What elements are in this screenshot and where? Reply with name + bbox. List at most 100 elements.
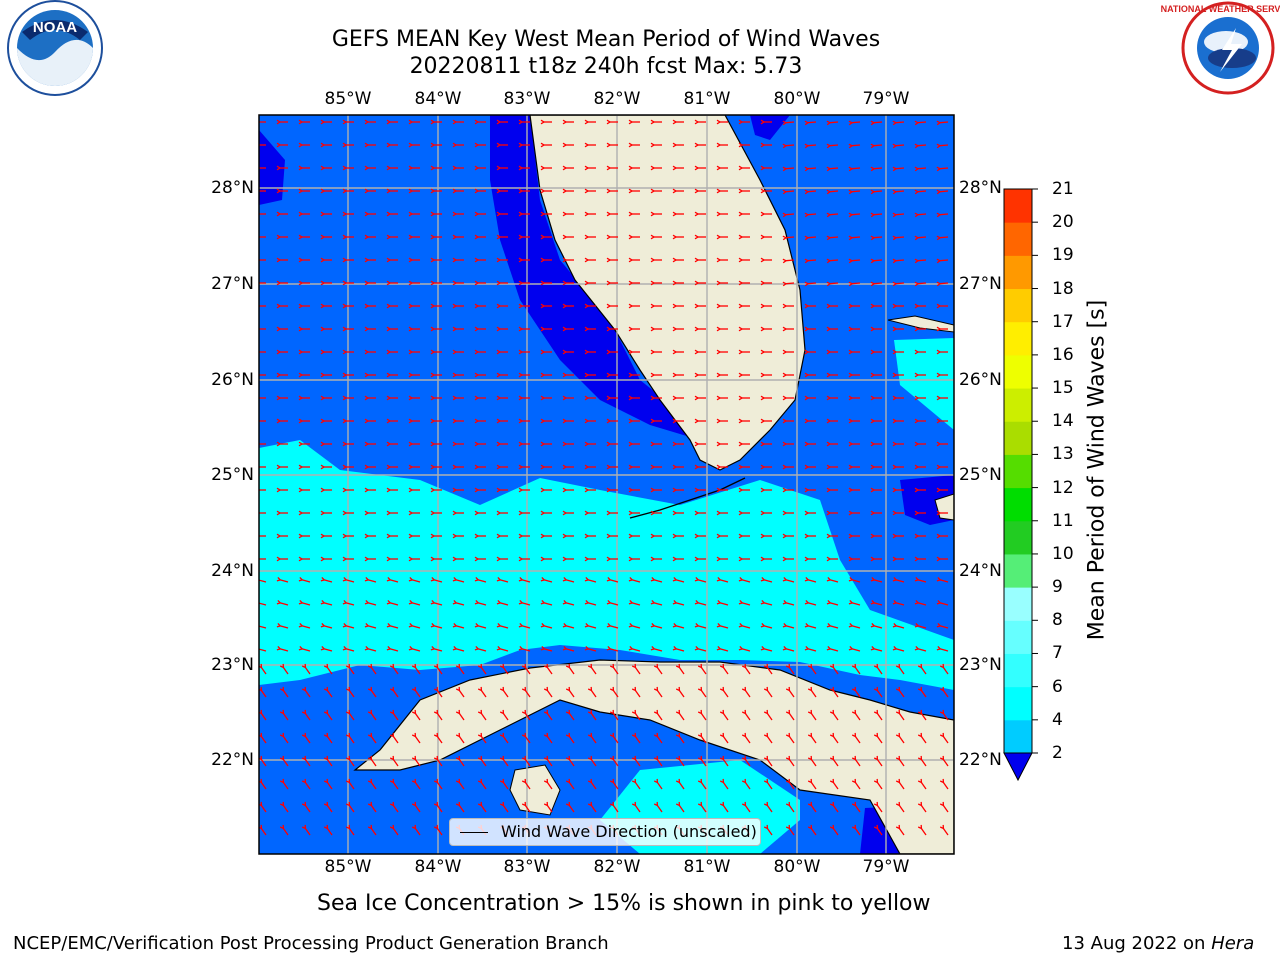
wave-direction-arrow (785, 778, 795, 790)
svg-text:NOAA: NOAA (33, 19, 77, 36)
wave-direction-arrow (672, 211, 684, 217)
wave-direction-arrow (697, 686, 707, 698)
wave-direction-arrow (914, 576, 927, 583)
wave-direction-arrow (430, 441, 442, 447)
longitude-label-top: 84°W (414, 89, 462, 109)
wave-direction-arrow (782, 235, 795, 241)
wave-direction-arrow (499, 778, 509, 790)
wave-direction-arrow (694, 533, 706, 539)
wave-direction-arrow (543, 663, 553, 675)
wave-direction-arrow (408, 257, 420, 263)
wave-direction-arrow (804, 166, 817, 172)
wave-direction-arrow (521, 732, 531, 744)
wave-direction-arrow (716, 533, 728, 539)
wave-direction-arrow (650, 441, 662, 447)
wave-direction-arrow (320, 372, 332, 378)
wave-direction-arrow (276, 533, 288, 539)
wave-direction-arrow (543, 732, 553, 744)
wave-direction-arrow (496, 165, 508, 171)
wave-direction-arrow (342, 533, 354, 539)
wave-direction-arrow (276, 576, 289, 583)
wave-direction-arrow (452, 326, 464, 332)
wave-direction-arrow (892, 510, 904, 516)
wave-direction-arrow (694, 349, 706, 355)
wave-direction-arrow (694, 576, 707, 583)
wave-direction-arrow (936, 395, 948, 401)
wave-direction-arrow (364, 622, 377, 629)
wave-direction-arrow (650, 211, 662, 217)
wave-direction-arrow (914, 303, 926, 309)
wave-direction-arrow (851, 824, 861, 836)
wave-direction-arrow (719, 686, 729, 698)
wave-direction-arrow (433, 755, 443, 767)
wave-direction-arrow (606, 395, 618, 401)
wave-direction-arrow (496, 142, 508, 148)
wave-direction-arrow (496, 395, 508, 401)
wave-direction-arrow (650, 576, 663, 583)
wave-direction-arrow (430, 119, 442, 125)
wave-direction-arrow (411, 778, 421, 790)
wave-direction-arrow (848, 258, 861, 264)
wave-direction-arrow (386, 326, 398, 332)
wave-direction-arrow (653, 778, 663, 790)
wave-direction-arrow (474, 556, 486, 562)
wave-direction-arrow (628, 280, 640, 286)
wave-direction-arrow (914, 258, 927, 264)
wave-direction-arrow (323, 709, 333, 721)
wave-direction-arrow (785, 824, 795, 836)
wave-direction-arrow (455, 801, 465, 813)
wave-direction-arrow (892, 303, 904, 309)
wave-direction-arrow (562, 464, 574, 470)
wave-direction-arrow (760, 533, 772, 539)
wave-direction-arrow (760, 441, 772, 447)
wave-direction-arrow (606, 234, 618, 240)
wave-direction-arrow (804, 349, 816, 355)
wave-direction-arrow (694, 645, 707, 652)
wave-direction-arrow (367, 709, 377, 721)
wave-direction-arrow (914, 533, 926, 539)
wave-direction-arrow (760, 165, 772, 171)
wave-direction-arrow (496, 599, 509, 606)
legend-label: Wind Wave Direction (unscaled) (501, 822, 757, 841)
wave-direction-arrow (738, 119, 750, 125)
wave-direction-arrow (342, 119, 354, 125)
wave-direction-arrow (364, 418, 376, 424)
wave-direction-arrow (628, 303, 640, 309)
wave-direction-arrow (364, 257, 376, 263)
wave-direction-arrow (675, 663, 685, 675)
wave-direction-arrow (496, 188, 508, 194)
wave-direction-arrow (804, 372, 816, 378)
wave-direction-arrow (738, 622, 751, 629)
wave-direction-arrow (474, 326, 486, 332)
wave-direction-arrow (804, 258, 817, 264)
wave-direction-arrow (584, 599, 597, 606)
wave-direction-arrow (826, 510, 838, 516)
wave-direction-arrow (386, 119, 398, 125)
colorbar-tick-label: 20 (1052, 212, 1074, 233)
wave-direction-arrow (936, 556, 948, 562)
wave-direction-arrow (694, 257, 706, 263)
wave-direction-arrow (892, 533, 904, 539)
wave-direction-arrow (518, 464, 530, 470)
wave-direction-arrow (320, 234, 332, 240)
colorbar-tick-label: 15 (1052, 378, 1074, 399)
wave-direction-arrow (873, 801, 883, 813)
wave-direction-arrow (848, 418, 860, 424)
wave-direction-arrow (697, 732, 707, 744)
wave-direction-arrow (518, 280, 530, 286)
wave-direction-arrow (782, 556, 794, 562)
wave-direction-arrow (606, 418, 618, 424)
wave-direction-arrow (672, 441, 684, 447)
wave-direction-arrow (760, 349, 772, 355)
latitude-label-left: 28°N (211, 178, 254, 198)
wave-direction-arrow (785, 732, 795, 744)
wave-direction-arrow (694, 234, 706, 240)
wave-direction-arrow (606, 576, 619, 583)
wave-direction-arrow (408, 599, 421, 606)
wave-direction-arrow (650, 280, 662, 286)
wave-direction-arrow (606, 257, 618, 263)
wave-direction-arrow (606, 165, 618, 171)
wave-direction-arrow (276, 395, 288, 401)
wave-direction-arrow (584, 165, 596, 171)
